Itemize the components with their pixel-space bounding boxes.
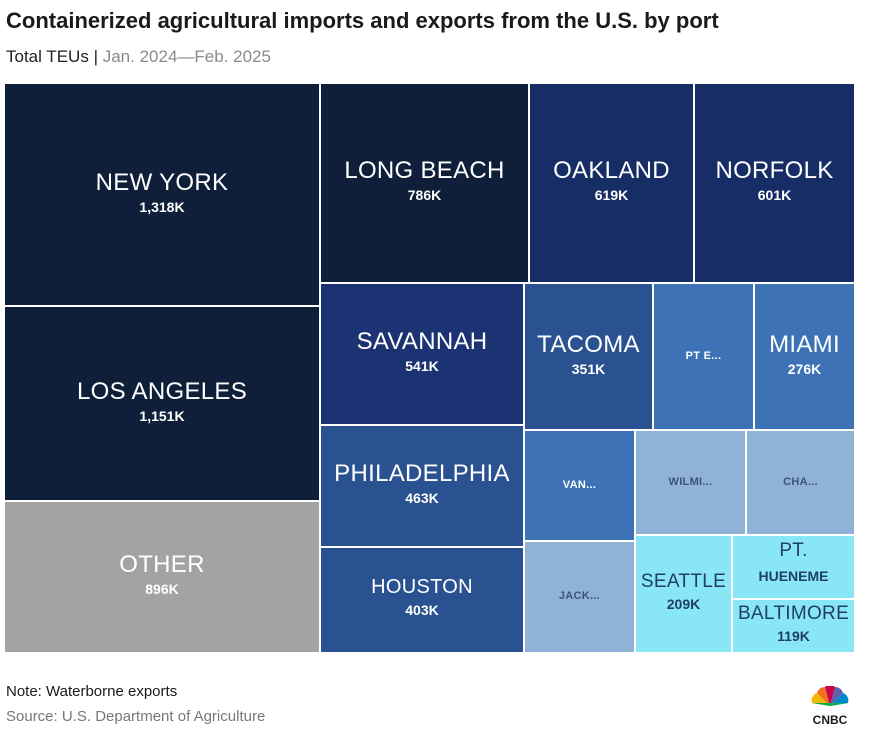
tile-value: 351K	[571, 360, 606, 377]
tile-label: PT.	[779, 540, 808, 561]
treemap-tile: OAKLAND 619K	[530, 84, 695, 284]
tile-label: MIAMI	[769, 330, 840, 358]
subtitle-measure: Total TEUs	[6, 47, 89, 66]
chart-note: Note: Waterborne exports	[6, 683, 178, 700]
tile-label: NEW YORK	[95, 168, 229, 196]
tile-value: 403K	[405, 602, 439, 618]
tile-value: 209K	[666, 595, 701, 612]
treemap-tile: NORFOLK 601K	[695, 84, 856, 284]
treemap: NEW YORK 1,318K LOS ANGELES 1,151K OTHER 896K…	[5, 84, 856, 654]
tile-label: BALTIMORE	[737, 602, 850, 624]
tile-value: 786K	[407, 187, 442, 203]
tile-label: WILMI...	[668, 475, 713, 488]
tile-label-line2: HUENEME	[758, 568, 829, 584]
subtitle-separator: |	[93, 47, 98, 66]
tile-label: JACK...	[558, 590, 601, 602]
treemap-tile: LOS ANGELES 1,151K	[5, 307, 321, 502]
treemap-tile: BALTIMORE 119K	[733, 600, 856, 654]
tile-label: VAN...	[562, 478, 597, 491]
cnbc-peacock-logo: CNBC	[811, 686, 849, 726]
tile-label: PHILADELPHIA	[334, 460, 510, 487]
treemap-tile: NEW YORK 1,318K	[5, 84, 321, 307]
treemap-tile: CHA...	[747, 431, 856, 536]
tile-label: PT E...	[685, 349, 722, 362]
tile-label: OAKLAND	[553, 157, 670, 184]
tile-value: 896K	[145, 581, 179, 597]
treemap-tile: OTHER 896K	[5, 502, 321, 654]
treemap-tile: PHILADELPHIA 463K	[321, 426, 525, 548]
tile-label: OTHER	[119, 551, 205, 578]
treemap-tile: SAVANNAH 541K	[321, 284, 525, 426]
tile-label: TACOMA	[537, 330, 640, 358]
tile-label: HOUSTON	[371, 576, 473, 598]
treemap-tile: JACK...	[525, 542, 636, 654]
subtitle-period: Jan. 2024—Feb. 2025	[102, 47, 271, 66]
tile-value: 276K	[787, 360, 822, 377]
tile-label: LONG BEACH	[344, 157, 505, 184]
tile-value: 119K	[777, 627, 810, 644]
tile-label: CHA...	[783, 475, 818, 488]
treemap-tile: VAN...	[525, 431, 636, 542]
treemap-tile: LONG BEACH 786K	[321, 84, 530, 284]
tile-label: SEATTLE	[640, 570, 727, 592]
tile-value: 1,151K	[139, 407, 185, 424]
tile-value: 1,318K	[139, 198, 185, 215]
logo-text: CNBC	[813, 713, 848, 726]
tile-label: SAVANNAH	[356, 328, 488, 355]
tile-value: 463K	[405, 490, 439, 506]
chart-source: Source: U.S. Department of Agriculture	[6, 708, 266, 725]
tile-value: 619K	[594, 187, 629, 203]
treemap-tile: PT. HUENEME	[733, 536, 856, 600]
treemap-tile: WILMI...	[636, 431, 747, 536]
treemap-tile: MIAMI 276K	[755, 284, 856, 431]
treemap-tile: TACOMA 351K	[525, 284, 654, 431]
tile-value: 601K	[757, 187, 792, 203]
treemap-tile: HOUSTON 403K	[321, 548, 525, 654]
tile-label: NORFOLK	[715, 157, 834, 184]
treemap-tile: SEATTLE 209K	[636, 536, 733, 654]
tile-label: LOS ANGELES	[76, 377, 248, 405]
treemap-tile: PT E...	[654, 284, 755, 431]
tile-value: 541K	[405, 358, 439, 374]
chart-subtitle: Total TEUs | Jan. 2024—Feb. 2025	[6, 47, 271, 67]
chart-title: Containerized agricultural imports and e…	[6, 8, 719, 33]
